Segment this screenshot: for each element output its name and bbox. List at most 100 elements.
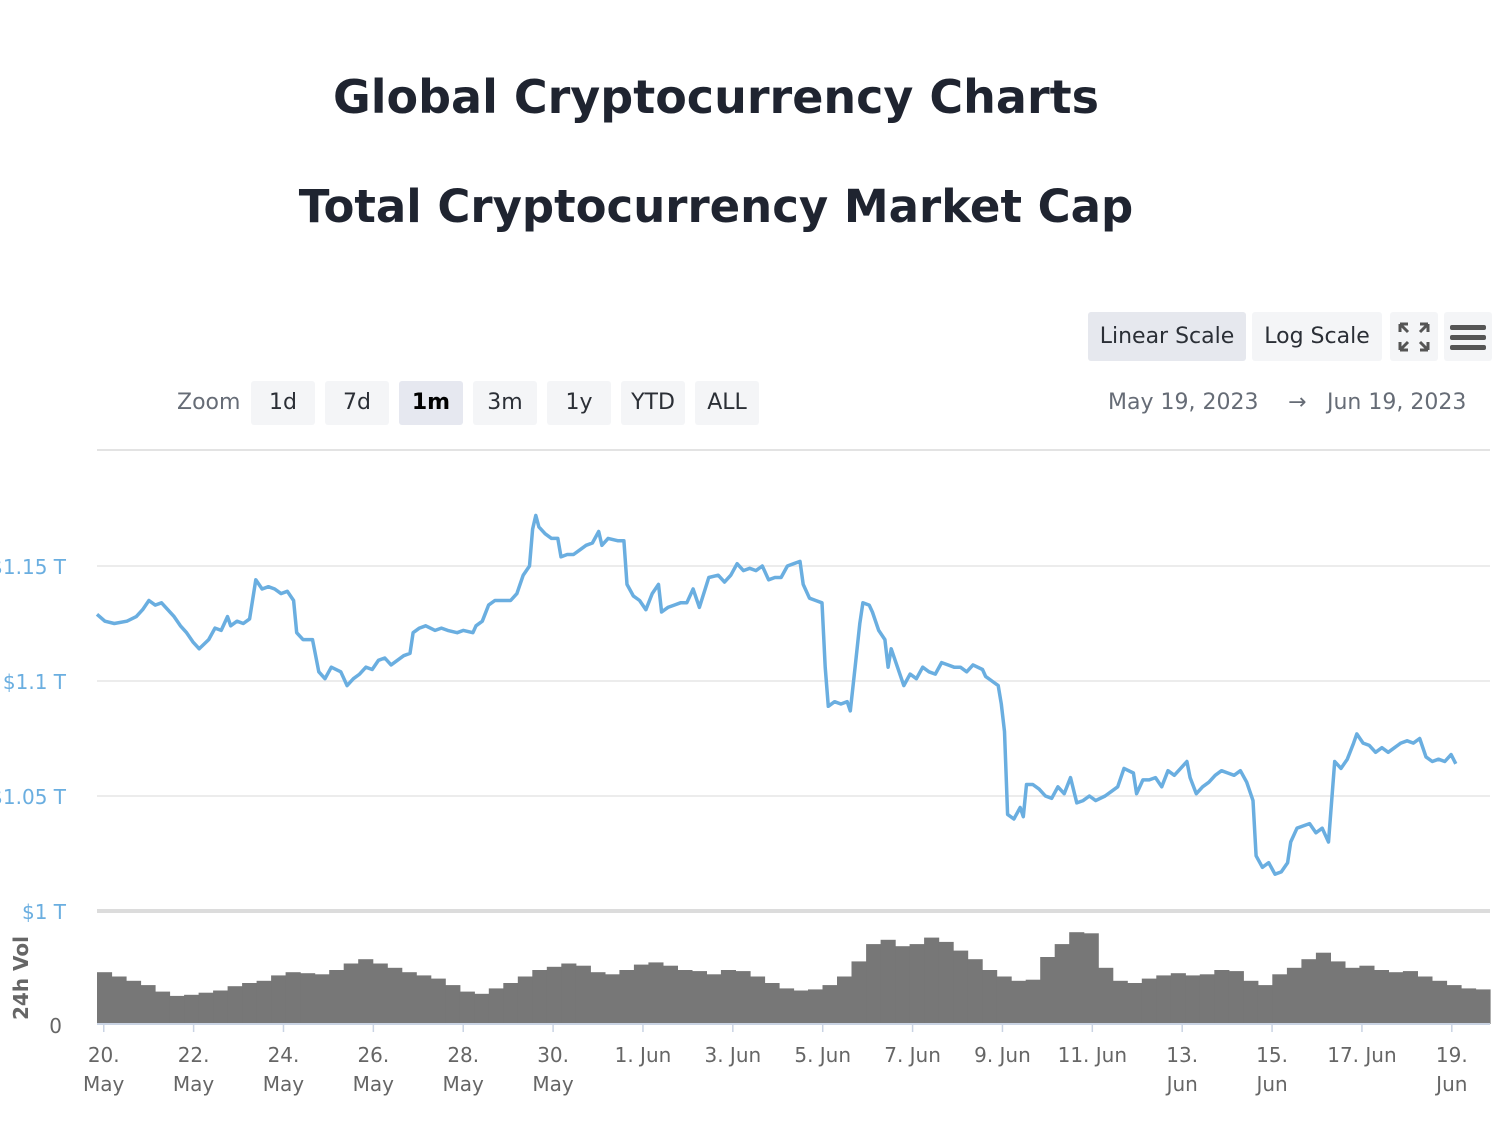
volume-bar xyxy=(213,990,229,1024)
x-tick-label: 24. xyxy=(268,1043,300,1067)
volume-bar xyxy=(909,944,925,1024)
zoom-1y-button[interactable]: 1y xyxy=(547,381,611,425)
volume-bar xyxy=(967,959,983,1024)
volume-bar xyxy=(764,983,780,1024)
volume-bar xyxy=(938,941,954,1024)
volume-bar xyxy=(662,965,678,1024)
zoom-3m-button[interactable]: 3m xyxy=(473,381,537,425)
volume-bar xyxy=(401,972,417,1024)
zoom-7d-button[interactable]: 7d xyxy=(325,381,389,425)
volume-bar xyxy=(1214,970,1230,1024)
volume-bar xyxy=(1098,967,1114,1024)
range-arrow: → xyxy=(1288,390,1307,415)
menu-button[interactable] xyxy=(1444,312,1492,361)
volume-bar xyxy=(1402,971,1418,1024)
x-tick-label: Jun xyxy=(1254,1072,1287,1096)
volume-bar xyxy=(1373,970,1389,1024)
volume-bar xyxy=(575,965,591,1024)
volume-bar xyxy=(198,992,214,1024)
volume-bar xyxy=(416,975,432,1024)
volume-bar xyxy=(169,995,185,1024)
zoom-label: Zoom xyxy=(177,390,241,415)
volume-bar xyxy=(242,983,258,1024)
volume-bar xyxy=(503,983,519,1024)
page-title: Global Cryptocurrency Charts xyxy=(332,70,1100,124)
volume-bar xyxy=(1112,980,1128,1024)
range-from-input[interactable]: May 19, 2023 xyxy=(1108,390,1259,415)
x-tick-label: 19. xyxy=(1436,1043,1468,1067)
market-cap-line xyxy=(95,513,1458,876)
x-tick-label: May xyxy=(443,1072,485,1096)
volume-bar xyxy=(735,971,751,1024)
volume-bar xyxy=(227,986,243,1024)
x-tick-label: 30. xyxy=(537,1043,569,1067)
volume-bar xyxy=(779,988,795,1024)
volume-bar xyxy=(1025,979,1041,1024)
volume-bar xyxy=(982,970,998,1024)
x-tick-label: May xyxy=(83,1072,125,1096)
x-tick-label: 5. Jun xyxy=(794,1043,851,1067)
volume-bar xyxy=(1040,957,1056,1024)
volume-bar xyxy=(1388,972,1404,1024)
volume-bar xyxy=(300,973,316,1024)
volume-bar xyxy=(1272,974,1288,1024)
zoom-ytd-button[interactable]: YTD xyxy=(621,381,685,425)
volume-bar xyxy=(677,970,693,1024)
volume-bar xyxy=(1301,959,1317,1024)
volume-bar xyxy=(1257,985,1273,1024)
zoom-1m-button[interactable]: 1m xyxy=(399,381,463,425)
x-tick-label: May xyxy=(263,1072,305,1096)
volume-bar xyxy=(1141,978,1157,1024)
volume-bar xyxy=(256,980,272,1024)
volume-axis-label: 24h Vol xyxy=(9,936,33,1020)
volume-bar xyxy=(97,972,113,1024)
x-tick-label: Jun xyxy=(1434,1072,1467,1096)
volume-bar xyxy=(1417,976,1433,1024)
volume-bar xyxy=(822,985,838,1024)
volume-bar xyxy=(184,994,200,1024)
volume-bar xyxy=(126,980,142,1024)
log-scale-button[interactable]: Log Scale xyxy=(1252,312,1382,361)
volume-bar xyxy=(1315,952,1331,1024)
volume-bar xyxy=(604,974,620,1024)
x-tick-label: May xyxy=(532,1072,574,1096)
x-tick-label: 13. xyxy=(1166,1043,1198,1067)
zoom-1d-button[interactable]: 1d xyxy=(251,381,315,425)
x-tick-label: 22. xyxy=(178,1043,210,1067)
volume-bar xyxy=(343,963,359,1024)
volume-bar xyxy=(1069,932,1085,1024)
x-tick-label: 28. xyxy=(447,1043,479,1067)
volume-zero-label: 0 xyxy=(49,1014,62,1038)
volume-bar xyxy=(561,963,577,1024)
volume-bar xyxy=(517,976,533,1024)
volume-bar xyxy=(633,964,649,1024)
volume-bar xyxy=(1185,975,1201,1024)
volume-bar xyxy=(488,988,504,1024)
fullscreen-icon xyxy=(1398,322,1430,352)
zoom-all-button[interactable]: ALL xyxy=(695,381,759,425)
volume-bar xyxy=(793,990,809,1024)
linear-scale-button[interactable]: Linear Scale xyxy=(1088,312,1246,361)
volume-bar xyxy=(155,991,171,1024)
hamburger-menu-icon xyxy=(1450,325,1486,350)
volume-bar xyxy=(140,985,156,1024)
volume-bar xyxy=(1286,967,1302,1024)
y-tick-label: $1.1 T xyxy=(3,670,67,694)
x-tick-label: Jun xyxy=(1165,1072,1198,1096)
volume-bar xyxy=(459,991,475,1024)
x-tick-label: May xyxy=(173,1072,215,1096)
range-to-input[interactable]: Jun 19, 2023 xyxy=(1327,390,1467,415)
volume-bar xyxy=(953,950,969,1024)
volume-bar xyxy=(1199,974,1215,1024)
volume-bar xyxy=(546,966,562,1024)
volume-bar xyxy=(445,985,461,1024)
volume-bar xyxy=(1127,983,1143,1024)
volume-bar xyxy=(387,967,403,1024)
x-tick-label: 7. Jun xyxy=(884,1043,941,1067)
x-tick-label: 1. Jun xyxy=(615,1043,672,1067)
volume-bar xyxy=(1054,944,1070,1024)
volume-bar xyxy=(329,970,345,1024)
x-tick-label: 9. Jun xyxy=(974,1043,1031,1067)
fullscreen-button[interactable] xyxy=(1390,312,1438,361)
x-tick-label: May xyxy=(353,1072,395,1096)
